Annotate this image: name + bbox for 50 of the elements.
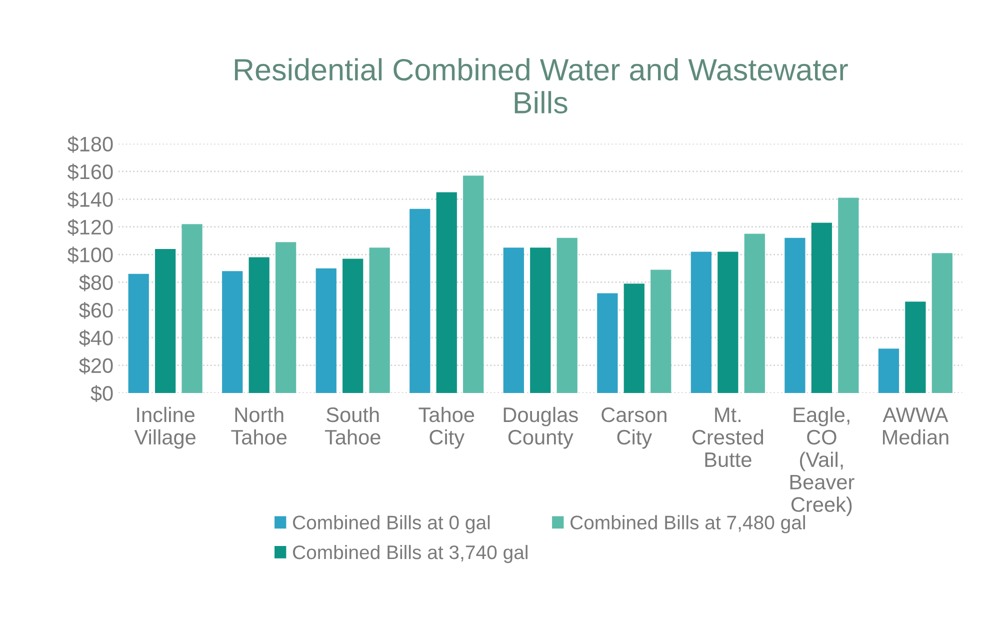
bar xyxy=(597,293,618,393)
x-tick-label: Carson City xyxy=(602,407,666,449)
bar xyxy=(556,238,578,393)
bar xyxy=(342,258,364,393)
bar xyxy=(624,284,644,393)
bar xyxy=(316,268,336,393)
bar xyxy=(463,176,484,393)
bar xyxy=(690,252,712,393)
x-tick-label: Eagle, CO (Vail, Beaver Creek) xyxy=(790,406,854,516)
legend-label: Combined Bills at 3,740 gal xyxy=(293,544,528,564)
x-tick-label: AWWA Median xyxy=(882,408,948,445)
y-tick-label: $40 xyxy=(79,330,113,347)
y-tick-label: $120 xyxy=(67,218,113,236)
bar xyxy=(222,271,243,393)
x-tick-label: Incline Village xyxy=(134,406,196,449)
bar xyxy=(182,224,202,393)
bar xyxy=(905,302,926,393)
bar xyxy=(128,274,149,393)
bar xyxy=(155,248,176,393)
y-tick-label: $80 xyxy=(79,274,113,292)
bar xyxy=(650,270,672,393)
x-tick-label: North Tahoe xyxy=(231,406,287,445)
x-tick-label: Tahoe City xyxy=(418,406,474,449)
y-tick-label: $100 xyxy=(67,246,113,264)
bar xyxy=(744,234,765,393)
y-tick-label: $140 xyxy=(67,191,113,208)
bar xyxy=(436,192,457,393)
x-tick-label: South Tahoe xyxy=(324,406,380,445)
bar xyxy=(248,257,270,393)
x-tick-label: Mt. Crested Butte xyxy=(692,408,764,468)
bar xyxy=(275,242,296,393)
bar xyxy=(503,248,524,393)
legend-label: Combined Bills at 7,480 gal xyxy=(570,515,805,534)
bar xyxy=(878,348,900,393)
chart-title: Residential Combined Water and Wastewater Bills xyxy=(234,58,848,114)
bar xyxy=(530,248,551,393)
bar xyxy=(784,238,806,393)
bar xyxy=(932,253,952,393)
x-tick-label: Douglas County xyxy=(504,406,578,449)
bar xyxy=(718,252,738,393)
bar xyxy=(811,222,832,393)
bar xyxy=(369,248,390,393)
y-tick-label: $180 xyxy=(67,136,113,153)
y-tick-label: $20 xyxy=(79,357,113,374)
y-tick-label: $0 xyxy=(90,385,113,402)
y-tick-label: $60 xyxy=(79,302,113,319)
y-tick-label: $160 xyxy=(67,164,113,180)
bar xyxy=(838,198,859,393)
bar xyxy=(410,208,430,393)
legend-label: Combined Bills at 0 gal xyxy=(293,515,490,534)
